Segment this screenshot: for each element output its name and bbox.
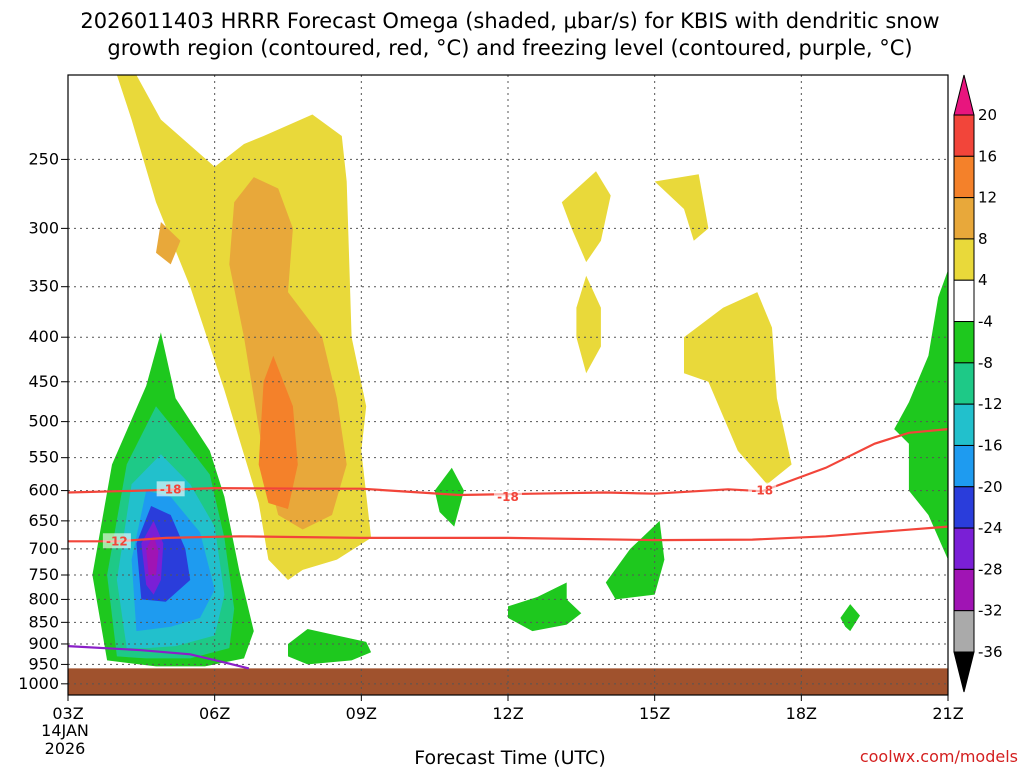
colorbar-bin-10 [953, 486, 975, 529]
date-label-line-2: 2026 [45, 739, 86, 758]
contour-label-bg [748, 482, 777, 498]
contour-dendritic-minus12 [68, 525, 949, 543]
omega-region-ascent-small-a [434, 467, 464, 527]
colorbar-bin-3 [953, 197, 975, 240]
date-label-line-1: 14JAN [41, 721, 89, 740]
colorbar-tick--28: -28 [978, 560, 1003, 578]
colorbar-bin-5 [953, 279, 975, 323]
colorbar-tick-16: 16 [978, 147, 997, 165]
colorbar-tick--32: -32 [978, 602, 1003, 620]
y-tick-1000: 1000 [18, 674, 59, 693]
omega-region-descent-upper-8b [156, 222, 181, 265]
contour-label-bg [102, 533, 131, 549]
omega-region-ascent-small-d [288, 629, 372, 665]
x-tick-15Z: 15Z [639, 704, 670, 723]
x-tick-09Z: 09Z [346, 704, 377, 723]
omega-region-descent-upper-8 [229, 177, 347, 530]
y-tick-350: 350 [28, 277, 59, 296]
omega-region-descent-mid-c [576, 275, 601, 374]
y-tick-600: 600 [28, 481, 59, 500]
colorbar-bin-8 [953, 403, 975, 446]
y-axis: 250 300 350 400 450 500 550 600 650 700 750 800 850 9… [18, 149, 68, 693]
colorbar-tick-20: 20 [978, 106, 997, 124]
contour-label-dendritic-minus18-2: -18 [751, 484, 773, 498]
colorbar-bin-9 [953, 444, 975, 488]
y-tick-550: 550 [28, 448, 59, 467]
colorbar-tick--16: -16 [978, 436, 1003, 454]
x-axis-label: Forecast Time (UTC) [414, 747, 605, 768]
y-tick-250: 250 [28, 149, 59, 168]
omega-region-descent-mid-a [561, 171, 611, 263]
contour-freezing-level [67, 645, 250, 670]
y-tick-300: 300 [28, 218, 59, 237]
omega-region-ascent-small-b [508, 582, 582, 632]
y-tick-850: 850 [28, 612, 59, 631]
contour-label-bg [494, 488, 522, 504]
colorbar-bin-7 [953, 362, 975, 405]
y-tick-800: 800 [28, 589, 59, 608]
credit-text: coolwx.com/models [860, 747, 1018, 766]
contour-label-dendritic-minus12-0: -12 [106, 534, 128, 548]
gridlines [68, 75, 948, 695]
omega-region-descent-mid-d [684, 292, 792, 485]
colorbar-tick--36: -36 [978, 643, 1003, 661]
colorbar-cap-top [953, 74, 975, 116]
chart-title-line-2: growth region (contoured, red, °C) and f… [107, 36, 912, 60]
y-tick-750: 750 [28, 565, 59, 584]
contour-label-bg [156, 481, 185, 497]
colorbar-bin-6 [953, 321, 975, 364]
x-axis: 14JAN 2026 03Z 06Z 09Z 12Z 15Z 18Z 21Z [41, 695, 964, 758]
chart-title-line-1: 2026011403 HRRR Forecast Omega (shaded, … [80, 9, 939, 33]
x-tick-12Z: 12Z [492, 704, 523, 723]
y-tick-500: 500 [28, 412, 59, 431]
colorbar-tick--20: -20 [978, 478, 1003, 496]
contour-dendritic-minus18 [67, 428, 949, 497]
contour-label-dendritic-minus18-0: -18 [160, 482, 182, 496]
colorbar-tick--4: -4 [978, 313, 993, 331]
contour-label-dendritic-minus18-1: -18 [497, 490, 519, 504]
colorbar-bin-4 [953, 238, 975, 281]
omega-region-ascent-right [894, 270, 948, 560]
omega-shading [92, 75, 948, 667]
omega-region-ascent-core-28 [146, 535, 159, 575]
y-tick-400: 400 [28, 327, 59, 346]
colorbar-tick--12: -12 [978, 395, 1003, 413]
colorbar: 20 16 12 8 4 -4 -8 -12 -16 -20 -24 -28 -32 -36 [953, 74, 1003, 693]
y-tick-700: 700 [28, 539, 59, 558]
x-tick-06Z: 06Z [199, 704, 230, 723]
plot-area: -18 -18 -18 -12 [67, 74, 949, 696]
colorbar-tick-12: 12 [978, 189, 997, 207]
contours: -18 -18 -18 -12 [67, 428, 949, 670]
colorbar-bin-12 [953, 568, 975, 612]
colorbar-tick--24: -24 [978, 519, 1003, 537]
colorbar-cap-bottom [953, 651, 975, 693]
y-tick-950: 950 [28, 654, 59, 673]
omega-region-ascent-small-c [605, 520, 665, 600]
colorbar-bin-11 [953, 527, 975, 570]
omega-region-ascent-small-e [840, 604, 860, 632]
colorbar-bin-1 [953, 114, 975, 157]
x-tick-21Z: 21Z [932, 704, 963, 723]
colorbar-bin-13 [953, 610, 975, 653]
y-tick-900: 900 [28, 634, 59, 653]
colorbar-tick--8: -8 [978, 354, 993, 372]
omega-region-descent-mid-b [654, 174, 709, 241]
colorbar-tick-8: 8 [978, 230, 988, 248]
omega-region-descent-upper-12 [258, 355, 298, 509]
colorbar-tick-4: 4 [978, 271, 988, 289]
x-tick-03Z: 03Z [52, 704, 83, 723]
x-tick-18Z: 18Z [786, 704, 817, 723]
y-tick-450: 450 [28, 372, 59, 391]
colorbar-bin-2 [953, 155, 975, 199]
y-tick-650: 650 [28, 511, 59, 530]
